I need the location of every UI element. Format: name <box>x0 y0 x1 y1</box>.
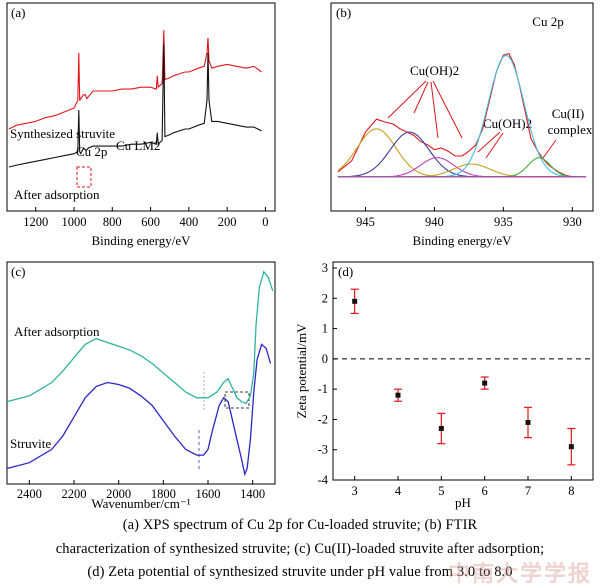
x-tick-label: 2200 <box>62 487 87 501</box>
x-tick-label: 2400 <box>17 487 42 501</box>
x-tick-label: 4 <box>395 484 402 498</box>
panel-c-frame <box>6 261 276 485</box>
y-tick-label: 1 <box>322 322 328 336</box>
y-tick-label: -2 <box>318 412 328 426</box>
data-point <box>395 392 401 398</box>
cu-2p-highlight-box <box>76 166 92 188</box>
x-tick-label: 0 <box>262 215 268 229</box>
caption-line-1: (a) XPS spectrum of Cu 2p for Cu-loaded … <box>122 517 478 533</box>
panel-c-letter: (c) <box>11 264 25 279</box>
y-tick-label: -1 <box>318 382 328 396</box>
annot-cuoh2-1-text: Cu(OH)2 <box>410 63 459 78</box>
panel-b-letter: (b) <box>336 5 351 20</box>
caption-line-2: characterization of synthesized struvite… <box>55 541 545 557</box>
annot-cu-ii-line1: Cu(II) <box>552 106 585 121</box>
xps-survey-line <box>8 30 262 130</box>
x-tick-label: 8 <box>568 484 574 498</box>
y-tick-label: 2 <box>322 291 328 305</box>
annot-after-adsorption-a: After adsorption <box>14 187 100 202</box>
arrow-cu-ii <box>542 139 557 159</box>
y-tick-label: -4 <box>318 473 329 487</box>
spectrum-line <box>337 52 587 178</box>
y-tick-label: 0 <box>322 352 328 366</box>
x-tick-label: 3 <box>352 484 358 498</box>
x-tick-label: 5 <box>438 484 444 498</box>
x-tick-label: 400 <box>179 215 198 229</box>
panel-b-frame <box>330 2 594 212</box>
annot-cuoh2-2: Cu(OH)2 <box>483 116 532 131</box>
fit-peak-line <box>337 54 584 178</box>
panel-a-frame <box>6 2 276 212</box>
arrow-cuoh2-2b <box>485 132 504 159</box>
panel-a-letter: (a) <box>11 5 25 20</box>
x-tick-label: 940 <box>425 215 444 229</box>
annot-after-adsorption-c: After adsorption <box>14 324 100 339</box>
panel-d-xlabel: pH <box>455 495 471 510</box>
arrow-cuoh2-2a <box>477 131 501 153</box>
y-tick-label: 3 <box>322 261 328 275</box>
data-point <box>525 419 531 425</box>
caption-line-3: (d) Zeta potential of synthesized struvi… <box>87 564 513 580</box>
x-tick-label: 800 <box>103 215 122 229</box>
data-point <box>352 298 358 304</box>
arrow-cuoh2-1d <box>432 80 463 139</box>
panel-c-xlabel: Wavenumber/cm⁻¹ <box>91 496 190 511</box>
ftir-line <box>6 270 274 405</box>
x-tick-label: 1000 <box>62 215 87 229</box>
xps-survey-line <box>8 43 262 168</box>
x-tick-label: 6 <box>482 484 488 498</box>
fit-peak-line <box>337 163 584 178</box>
x-tick-label: 200 <box>218 215 237 229</box>
annot-cu-lm2: Cu LM2 <box>116 138 160 153</box>
panel-a-xlabel: Binding energy/eV <box>91 233 191 248</box>
arrow-cuoh2-1a <box>387 80 427 119</box>
x-tick-label: 945 <box>356 215 375 229</box>
data-point <box>438 426 444 432</box>
annot-cu-ii-line2: complex <box>548 122 593 137</box>
panel-b-xlabel: Binding energy/eV <box>412 233 512 248</box>
x-tick-label: 1600 <box>196 487 221 501</box>
x-tick-label: 600 <box>141 215 160 229</box>
x-tick-label: 1400 <box>240 487 265 501</box>
panel-c-highlight-box <box>224 391 250 409</box>
annot-struvite: Struvite <box>10 436 51 451</box>
ftir-line <box>6 343 272 477</box>
annot-cuoh2-2-text: Cu(OH)2 <box>483 116 532 131</box>
x-tick-label: 930 <box>563 215 582 229</box>
panel-b-arrows <box>387 80 557 159</box>
panel-d-ylabel: Zeta potential/mV <box>294 323 309 419</box>
arrow-cuoh2-1c <box>430 81 439 139</box>
data-point <box>568 444 574 450</box>
x-tick-label: 935 <box>494 215 513 229</box>
y-tick-label: -3 <box>318 443 328 457</box>
panel-d-frame <box>332 261 594 481</box>
x-tick-label: 1800 <box>151 487 176 501</box>
x-tick-label: 7 <box>525 484 531 498</box>
panel-d-letter: (d) <box>338 264 353 279</box>
annot-cu-ii-complex-lines: Cu(II) complex <box>548 106 593 137</box>
panel-b-title: Cu 2p <box>532 14 563 29</box>
data-point <box>482 380 488 386</box>
watermark: 中南大学学报 <box>447 562 592 587</box>
annot-synthesized-struvite: Synthesized struvite <box>10 126 115 141</box>
arrow-cuoh2-1b <box>413 81 429 114</box>
annot-cuoh2-1: Cu(OH)2 <box>410 63 459 78</box>
x-tick-label: 1200 <box>23 215 48 229</box>
x-tick-label: 2000 <box>106 487 131 501</box>
